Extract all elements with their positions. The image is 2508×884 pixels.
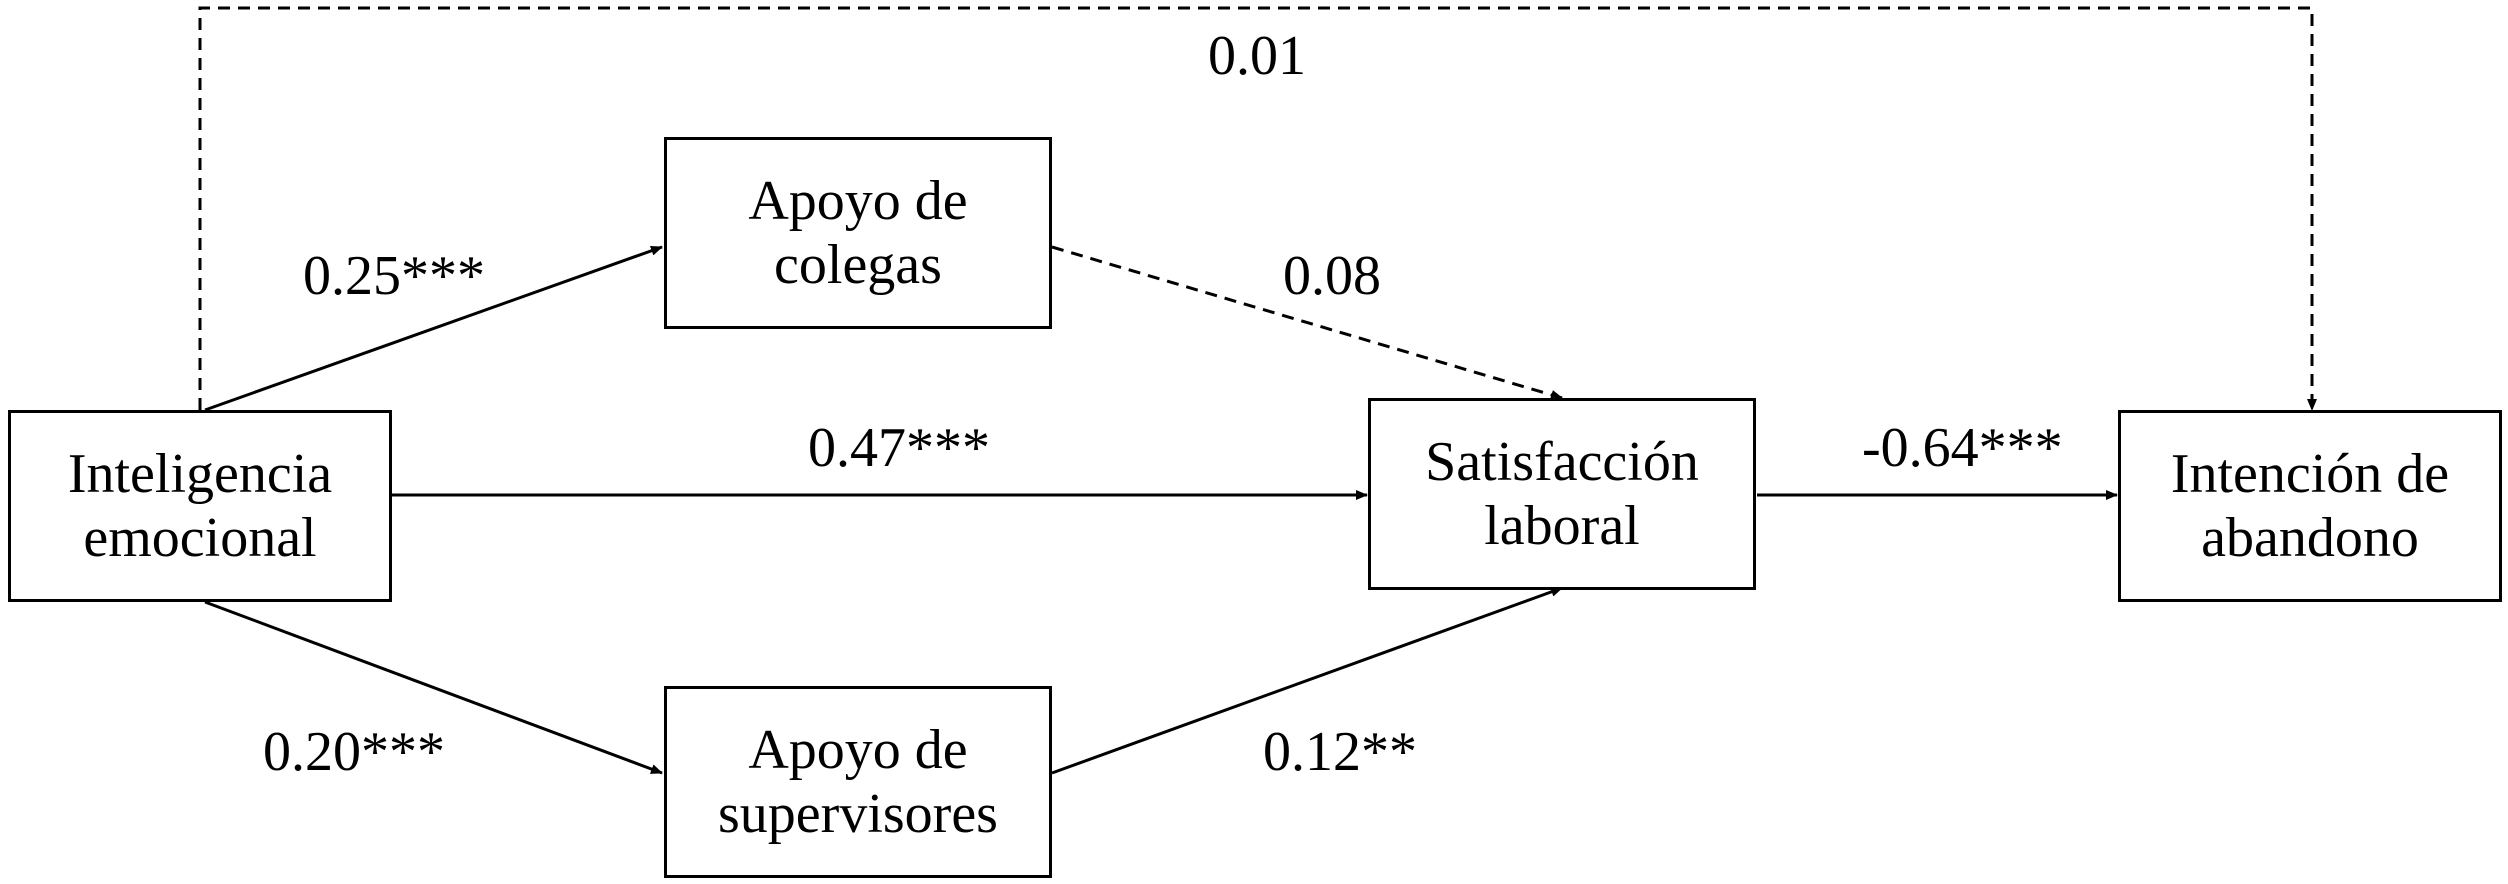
coef-ie-to-ac: 0.25***	[303, 245, 485, 307]
node-label: Intención de abandono	[2171, 442, 2449, 571]
node-label-line: laboral	[1484, 495, 1640, 557]
node-intencion-de-abandono: Intención de abandono	[2118, 410, 2502, 602]
node-apoyo-de-supervisores: Apoyo de supervisores	[664, 686, 1052, 878]
coef-ie-to-ia: 0.01	[1208, 25, 1306, 87]
node-label-line: Apoyo de	[748, 718, 968, 781]
coef-ie-to-as: 0.20***	[263, 721, 445, 783]
node-satisfaccion-laboral: Satisfacción laboral	[1368, 398, 1756, 590]
arrow-ie-to-as	[204, 600, 663, 775]
node-label-line: emocional	[83, 507, 317, 569]
node-label-line: Satisfacción	[1425, 430, 1699, 493]
node-inteligencia-emocional: Inteligencia emocional	[8, 410, 392, 602]
arrow-ac-to-sl	[1051, 245, 1563, 400]
arrow-ie-to-ia	[198, 6, 2317, 411]
node-label-line: Intención de	[2170, 442, 2450, 505]
node-label-line: abandono	[2201, 507, 2419, 569]
node-apoyo-de-colegas: Apoyo de colegas	[664, 137, 1052, 329]
node-label-line: colegas	[774, 234, 942, 296]
coef-ac-to-sl: 0.08	[1283, 245, 1381, 307]
node-label-line: Inteligencia	[67, 442, 333, 505]
node-label-line: Apoyo de	[748, 169, 968, 232]
coef-sl-to-ia: -0.64***	[1862, 417, 2063, 479]
coef-ie-to-sl: 0.47***	[808, 417, 990, 479]
node-label: Apoyo de colegas	[748, 169, 967, 298]
node-label: Apoyo de supervisores	[718, 718, 998, 847]
arrow-ie-to-ac	[204, 245, 663, 412]
node-label: Inteligencia emocional	[68, 442, 332, 571]
arrow-as-to-sl	[1051, 586, 1563, 775]
node-label-line: supervisores	[718, 783, 998, 845]
coef-as-to-sl: 0.12**	[1263, 721, 1417, 783]
node-label: Satisfacción laboral	[1425, 430, 1699, 559]
